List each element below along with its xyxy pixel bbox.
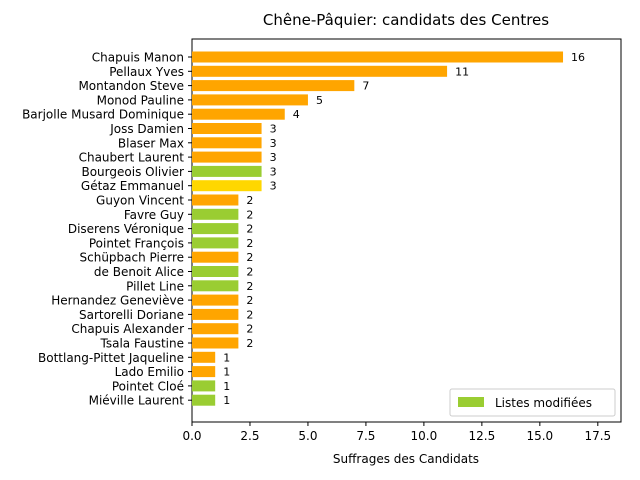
legend: Listes modifiées bbox=[449, 388, 616, 417]
bar-value-label: 2 bbox=[246, 237, 253, 250]
y-tick-label: Hernandez Geneviève bbox=[51, 294, 184, 308]
bar-value-label: 16 bbox=[571, 51, 585, 64]
y-tick-label: Chaubert Laurent bbox=[79, 151, 185, 165]
bar-value-label: 3 bbox=[270, 180, 277, 193]
y-tick-label: Blaser Max bbox=[118, 136, 184, 150]
bar-value-label: 1 bbox=[223, 351, 230, 364]
bar bbox=[192, 108, 285, 120]
y-tick-label: Tsala Faustine bbox=[100, 337, 185, 351]
y-tick-label: Gétaz Emmanuel bbox=[81, 179, 184, 193]
y-tick-label: Pellaux Yves bbox=[109, 65, 184, 79]
bar-value-label: 2 bbox=[246, 251, 253, 264]
legend-label: Listes modifiées bbox=[495, 396, 592, 410]
y-tick-label: Montandon Steve bbox=[78, 79, 184, 93]
bar bbox=[192, 294, 239, 306]
bar bbox=[192, 151, 262, 163]
bar-value-label: 2 bbox=[246, 223, 253, 236]
bar-value-label: 2 bbox=[246, 280, 253, 293]
bar bbox=[192, 308, 239, 320]
bar-value-label: 2 bbox=[246, 337, 253, 350]
bar bbox=[192, 280, 239, 292]
bar-value-label: 3 bbox=[270, 151, 277, 164]
y-tick-label: Pointet François bbox=[89, 236, 184, 250]
bar-value-label: 2 bbox=[246, 208, 253, 221]
bar bbox=[192, 51, 564, 63]
bar-value-label: 1 bbox=[223, 366, 230, 379]
y-tick-label: Favre Guy bbox=[124, 208, 184, 222]
bar-value-label: 1 bbox=[223, 380, 230, 393]
y-tick-label: Schüpbach Pierre bbox=[80, 251, 185, 265]
y-tick-label: Sartorelli Doriane bbox=[79, 308, 184, 322]
legend-swatch bbox=[458, 397, 484, 407]
y-tick-label: Barjolle Musard Dominique bbox=[22, 108, 184, 122]
bar bbox=[192, 137, 262, 149]
x-tick-label: 0.0 bbox=[182, 429, 201, 443]
x-axis-label: Suffrages des Candidats bbox=[333, 452, 479, 466]
bar bbox=[192, 351, 216, 363]
bar bbox=[192, 380, 216, 392]
y-tick-label: Bottlang-Pittet Jaqueline bbox=[38, 351, 184, 365]
y-tick-label: de Benoit Alice bbox=[94, 265, 184, 279]
bar-value-label: 11 bbox=[455, 65, 469, 78]
bar bbox=[192, 80, 355, 92]
bar-value-label: 4 bbox=[293, 108, 300, 121]
bar bbox=[192, 394, 216, 406]
bar bbox=[192, 208, 239, 220]
bar bbox=[192, 266, 239, 277]
x-tick-label: 7.5 bbox=[356, 429, 375, 443]
x-tick-label: 10.0 bbox=[411, 429, 438, 443]
bar-value-label: 3 bbox=[270, 123, 277, 136]
y-tick-label: Pointet Cloé bbox=[112, 379, 184, 393]
bar bbox=[192, 366, 216, 378]
bar-value-label: 2 bbox=[246, 266, 253, 279]
x-tick-label: 15.0 bbox=[526, 429, 553, 443]
bars bbox=[192, 51, 564, 406]
y-tick-label: Guyon Vincent bbox=[96, 194, 184, 208]
x-tick-label: 17.5 bbox=[584, 429, 611, 443]
bar bbox=[192, 323, 239, 335]
bar-value-label: 2 bbox=[246, 323, 253, 336]
y-tick-label: Diserens Véronique bbox=[68, 222, 184, 236]
bar-value-label: 7 bbox=[362, 80, 369, 93]
y-tick-label: Bourgeois Olivier bbox=[81, 165, 184, 179]
bar-value-label: 3 bbox=[270, 165, 277, 178]
bar-value-label: 5 bbox=[316, 94, 323, 107]
bar bbox=[192, 165, 262, 177]
bar bbox=[192, 180, 262, 192]
x-tick-label: 2.5 bbox=[240, 429, 259, 443]
y-tick-label: Lado Emilio bbox=[115, 365, 184, 379]
bar bbox=[192, 237, 239, 249]
bar-value-label: 2 bbox=[246, 194, 253, 207]
y-tick-label: Monod Pauline bbox=[97, 93, 184, 107]
bar bbox=[192, 223, 239, 235]
y-tick-label: Miéville Laurent bbox=[89, 394, 185, 408]
bar-value-label: 3 bbox=[270, 137, 277, 150]
bar bbox=[192, 94, 308, 106]
y-tick-label: Chapuis Manon bbox=[92, 51, 184, 65]
chart-title: Chêne-Pâquier: candidats des Centres bbox=[263, 11, 549, 29]
y-tick-label: Pillet Line bbox=[126, 279, 184, 293]
bar bbox=[192, 123, 262, 134]
bar bbox=[192, 251, 239, 263]
x-tick-label: 5.0 bbox=[298, 429, 317, 443]
y-tick-label: Joss Damien bbox=[109, 122, 184, 136]
y-tick-label: Chapuis Alexander bbox=[71, 322, 184, 336]
x-axis-ticks: 0.0 2.5 5.0 7.5 10.0 12.5 15.0 17.5 bbox=[182, 422, 611, 443]
bar bbox=[192, 337, 239, 349]
legend-frame bbox=[449, 388, 616, 417]
bar bbox=[192, 194, 239, 206]
bar-value-label: 1 bbox=[223, 394, 230, 407]
bar-value-label: 2 bbox=[246, 308, 253, 321]
bar-value-label: 2 bbox=[246, 294, 253, 307]
bar bbox=[192, 65, 448, 77]
x-tick-label: 12.5 bbox=[469, 429, 496, 443]
